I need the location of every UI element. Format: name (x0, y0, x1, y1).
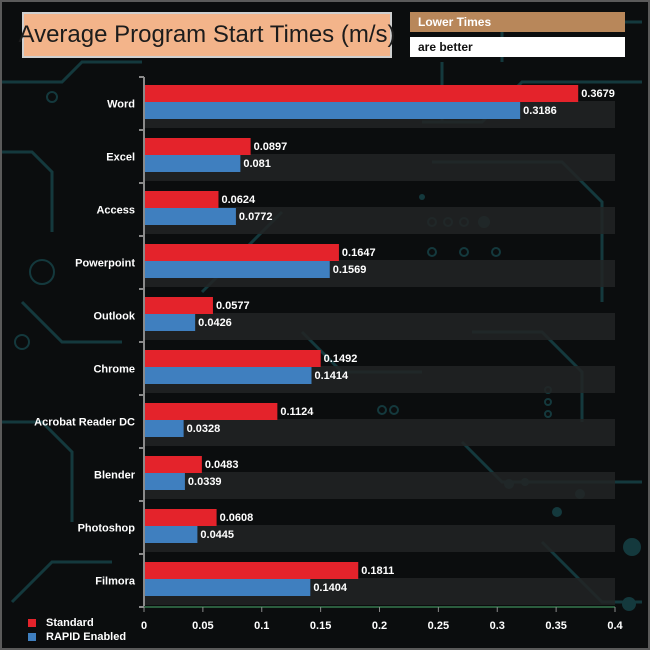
x-tick-label: 0.35 (545, 620, 566, 632)
x-tick-label: 0.05 (192, 620, 213, 632)
bar-rapid (145, 579, 311, 596)
legend-item-standard: Standard (28, 616, 126, 630)
value-label: 0.0897 (254, 141, 288, 153)
chart-title: Average Program Start Times (m/s) (18, 21, 396, 48)
category-label: Word (107, 99, 135, 111)
bar-rapid (145, 526, 198, 543)
legend-label-rapid: RAPID Enabled (46, 631, 127, 643)
bar-standard (145, 350, 321, 367)
bar-standard (145, 297, 213, 314)
note-are-better: are better (410, 37, 625, 57)
value-label: 0.1124 (280, 406, 314, 418)
value-label: 0.0426 (198, 317, 232, 329)
category-label: Outlook (93, 311, 135, 323)
bar-rapid (145, 261, 330, 278)
bar-standard (145, 403, 278, 420)
category-label: Chrome (93, 364, 135, 376)
value-label: 0.1404 (313, 582, 348, 594)
bar-standard (145, 244, 339, 261)
bar-standard (145, 191, 219, 208)
x-tick-label: 0.1 (254, 620, 269, 632)
category-label: Acrobat Reader DC (34, 417, 135, 429)
bar-rapid (145, 208, 236, 225)
bar-rapid (145, 314, 196, 331)
value-label: 0.0339 (188, 476, 222, 488)
x-tick-label: 0.25 (428, 620, 449, 632)
category-label: Blender (94, 470, 136, 482)
category-label: Powerpoint (75, 258, 135, 270)
value-label: 0.1492 (324, 353, 358, 365)
chart-title-box: Average Program Start Times (m/s) (19, 12, 396, 58)
value-label: 0.0328 (187, 423, 221, 435)
x-tick-label: 0.2 (372, 620, 387, 632)
value-label: 0.1647 (342, 247, 376, 259)
bar-standard (145, 456, 202, 473)
legend-swatch-standard (28, 619, 36, 627)
legend-label-standard: Standard (46, 617, 94, 629)
value-label: 0.0577 (216, 300, 250, 312)
row-track (144, 472, 615, 499)
value-label: 0.0445 (200, 529, 234, 541)
note-lower-times: Lower Times (410, 12, 625, 32)
bar-standard (145, 85, 579, 102)
x-tick-label: 0.4 (607, 620, 623, 632)
row-track (144, 313, 615, 340)
value-label: 0.1414 (314, 370, 349, 382)
bar-rapid (145, 155, 241, 172)
row-track (144, 419, 615, 446)
value-label: 0.1569 (333, 264, 367, 276)
bar-rapid (145, 473, 185, 490)
category-label: Access (96, 205, 135, 217)
category-label: Excel (106, 152, 135, 164)
legend-swatch-rapid (28, 633, 36, 641)
bar-rapid (145, 367, 312, 384)
legend: Standard RAPID Enabled (28, 616, 126, 644)
category-label: Photoshop (78, 523, 136, 535)
value-label: 0.3186 (523, 105, 557, 117)
bar-rapid (145, 102, 521, 119)
bar-rapid (145, 420, 184, 437)
value-label: 0.0483 (205, 459, 239, 471)
x-tick-label: 0 (141, 620, 147, 632)
legend-item-rapid: RAPID Enabled (28, 630, 126, 644)
value-label: 0.0608 (220, 512, 254, 524)
value-label: 0.081 (243, 158, 271, 170)
x-tick-label: 0.15 (310, 620, 331, 632)
x-tick-label: 0.3 (490, 620, 505, 632)
value-label: 0.0624 (221, 194, 256, 206)
bar-standard (145, 138, 251, 155)
value-label: 0.1811 (361, 565, 394, 577)
bar-standard (145, 562, 359, 579)
bar-standard (145, 509, 217, 526)
value-label: 0.0772 (239, 211, 273, 223)
value-label: 0.3679 (581, 88, 615, 100)
category-label: Filmora (95, 576, 136, 588)
row-track (144, 525, 615, 552)
